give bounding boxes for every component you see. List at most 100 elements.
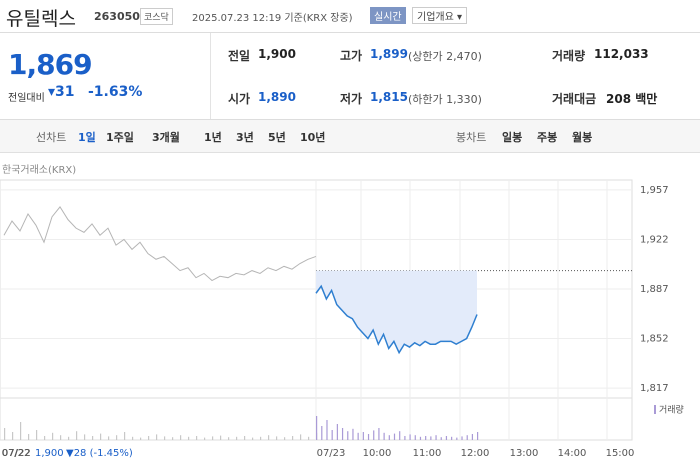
tab[interactable]: 주봉: [537, 131, 558, 144]
volume-bar: [300, 434, 302, 440]
realtime-button[interactable]: 실시간: [370, 7, 406, 24]
volume-bar: [308, 436, 310, 440]
volume-bar: [4, 428, 6, 440]
volume-bar: [84, 434, 86, 440]
x-tick-label: 14:00: [558, 448, 587, 459]
volume-bar: [414, 435, 416, 440]
volume-bar: [352, 428, 354, 440]
volume-legend-swatch: [654, 405, 656, 414]
footer-change: ▼28 (-1.45%): [66, 448, 133, 459]
volume-bar: [92, 436, 94, 440]
divider: [210, 33, 211, 119]
volume-bar: [164, 436, 166, 440]
tab[interactable]: 3개월: [152, 131, 180, 144]
volume-bar: [456, 437, 458, 440]
x-tick-label: 13:00: [510, 448, 539, 459]
volume-bar: [140, 437, 142, 440]
volume-bar: [331, 430, 333, 440]
tab[interactable]: 1주일: [106, 131, 134, 144]
volume-bar: [336, 424, 338, 440]
volume-bar: [180, 435, 182, 440]
volume-bar: [316, 416, 318, 440]
volume-bar: [196, 436, 198, 440]
x-tick-label: 10:00: [363, 448, 392, 459]
volume-bar: [276, 436, 278, 440]
stock-name: 유틸렉스: [6, 8, 76, 30]
volume-bar: [419, 436, 422, 440]
volume-bar: [76, 431, 78, 440]
item-label: 고가: [340, 49, 363, 63]
price-line: [315, 284, 478, 355]
volume-bar: [445, 436, 448, 440]
change-pct: -1.63%: [88, 84, 143, 100]
volume-bar: [60, 435, 62, 440]
volume-bar: [477, 432, 479, 440]
change: ▾31: [48, 84, 75, 100]
volume-bar: [44, 436, 46, 440]
price-line: [3, 206, 317, 282]
volume-bar: [220, 435, 222, 440]
item-value: 112,033: [594, 47, 649, 61]
tab[interactable]: 월봉: [572, 131, 593, 144]
footer-date: 07/22: [2, 448, 31, 459]
chart-source: 한국거래소(KRX): [2, 164, 76, 176]
volume-bar: [399, 431, 401, 440]
change-label: 전일대비: [8, 93, 45, 104]
volume-bar: [367, 434, 370, 440]
volume-bar: [321, 426, 323, 440]
volume-bar: [466, 435, 468, 440]
volume-bar: [383, 432, 385, 440]
volume-bar: [378, 428, 380, 440]
volume-bar: [244, 436, 246, 440]
volume-bar: [393, 433, 396, 440]
volume-bar: [236, 436, 238, 440]
y-tick-label: 1,852: [640, 334, 669, 345]
volume-bar: [12, 432, 14, 440]
item-value: 1,890: [258, 90, 296, 104]
volume-bar: [68, 436, 70, 440]
volume-bar: [404, 436, 406, 440]
volume-bar: [388, 435, 390, 440]
tab[interactable]: 일봉: [502, 131, 523, 144]
volume-bar: [148, 436, 150, 440]
x-tick-label: 15:00: [606, 448, 635, 459]
volume-bar: [284, 437, 286, 440]
item-value: 1,899: [370, 47, 408, 61]
volume-bar: [156, 434, 158, 440]
volume-bar: [362, 432, 364, 440]
volume-bar: [20, 422, 22, 440]
tab[interactable]: 5년: [268, 131, 286, 144]
footer-price: 1,900: [35, 448, 64, 459]
volume-bar: [108, 436, 110, 440]
volume-bar: [440, 437, 442, 440]
market-badge: 코스닥: [140, 8, 173, 25]
y-tick-label: 1,887: [640, 284, 669, 295]
volume-bar: [172, 437, 174, 440]
item-value: 1,815: [370, 90, 408, 104]
company-button[interactable]: 기업개요 ▾: [412, 7, 468, 24]
item-label: 전일: [228, 49, 251, 63]
timestamp: 2025.07.23 12:19 기준(KRX 장중): [192, 13, 353, 24]
y-tick-label: 1,957: [640, 185, 669, 196]
tab[interactable]: 3년: [236, 131, 254, 144]
item-value: 1,900: [258, 47, 296, 61]
volume-bar: [268, 435, 270, 440]
tab[interactable]: 1일: [78, 131, 96, 144]
volume-bar: [471, 434, 474, 440]
tab[interactable]: 1년: [204, 131, 222, 144]
volume-bar: [52, 432, 54, 440]
volume-legend: 거래량: [659, 404, 684, 416]
volume-bar: [124, 432, 126, 440]
tab[interactable]: 10년: [300, 131, 326, 144]
volume-bar: [425, 436, 427, 440]
y-tick-label: 1,922: [640, 234, 669, 245]
volume-bar: [100, 433, 102, 440]
volume-bar: [341, 428, 344, 440]
volume-bar: [36, 430, 38, 440]
item-label: 시가: [228, 92, 251, 106]
tab-label: 봉차트: [456, 131, 487, 144]
volume-bar: [461, 436, 463, 440]
volume-bar: [188, 436, 190, 440]
